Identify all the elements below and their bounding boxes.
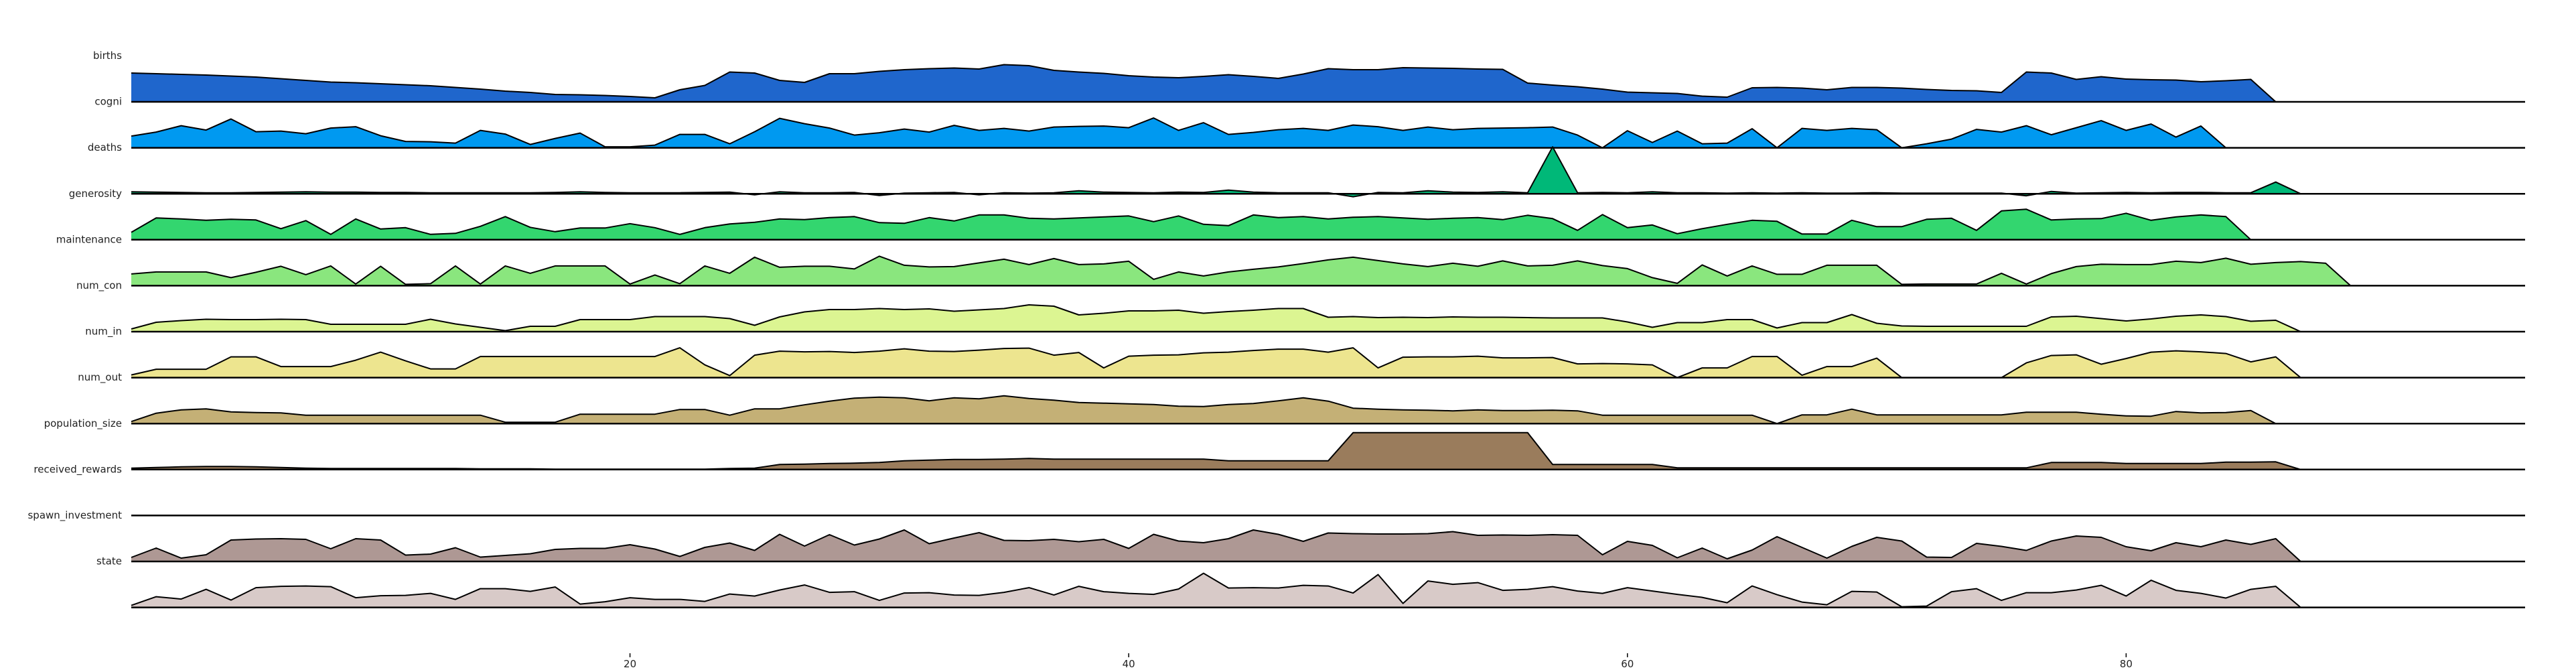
- ridge-outline: [131, 208, 2252, 241]
- ridge-outline: [131, 572, 2301, 608]
- ridge-outline: [131, 117, 2226, 149]
- ridge-state: state: [96, 555, 2525, 608]
- ridge-num-con: num_con: [76, 279, 2525, 333]
- ridge-generosity: generosity: [69, 188, 2525, 241]
- row-label: population_size: [44, 417, 122, 430]
- row-label: num_in: [85, 326, 122, 338]
- ridge-population-size: population_size: [44, 417, 2525, 471]
- ridge-area: [131, 573, 2301, 608]
- row-label: received_rewards: [33, 463, 122, 476]
- row-label: generosity: [69, 188, 122, 200]
- row-label: num_out: [78, 371, 122, 384]
- ridge-deaths: deaths: [88, 141, 2525, 198]
- ridge-spawn-investment: spawn_investment: [27, 509, 2525, 563]
- x-tick-label: 60: [1621, 658, 1634, 670]
- ridge-outline: [131, 255, 2352, 287]
- ridge-outline: [131, 64, 2277, 103]
- row-label: spawn_investment: [27, 509, 122, 522]
- ridge-area: [131, 64, 2276, 102]
- ridge-outline: [131, 529, 2301, 562]
- row-label: state: [96, 555, 122, 567]
- row-label: births: [93, 50, 122, 62]
- ridge-num-out: num_out: [78, 371, 2525, 425]
- ridge-num-in: num_in: [85, 326, 2525, 379]
- ridge-births: births: [93, 50, 2525, 103]
- ridge-cogni: cogni: [94, 96, 2525, 149]
- ridge-area: [131, 209, 2251, 240]
- row-label: deaths: [88, 141, 122, 153]
- ridge-outline: [131, 395, 2277, 425]
- row-label: num_con: [76, 279, 122, 292]
- ridge-received-rewards: received_rewards: [33, 463, 2525, 517]
- row-label: cogni: [94, 96, 122, 108]
- row-label: maintenance: [56, 233, 122, 245]
- x-tick-label: 40: [1123, 658, 1135, 670]
- ridge-area: [131, 147, 2301, 197]
- ridge-area: [131, 395, 2276, 424]
- x-axis: 20 40 60 80: [624, 653, 2133, 670]
- ridge-outline: [131, 304, 2301, 332]
- ridge-area: [131, 530, 2301, 561]
- ridge-area: [131, 305, 2301, 332]
- x-tick-label: 20: [624, 658, 636, 670]
- ridge-area: [131, 348, 2301, 378]
- ridge-outline: [131, 146, 2301, 198]
- ridgeline-rows: births cogni deaths generosity maintenance nu…: [27, 50, 2525, 608]
- ridge-area: [131, 118, 2226, 148]
- ridge-area: [131, 432, 2301, 470]
- x-tick-label: 80: [2120, 658, 2133, 670]
- ridge-maintenance: maintenance: [56, 233, 2525, 287]
